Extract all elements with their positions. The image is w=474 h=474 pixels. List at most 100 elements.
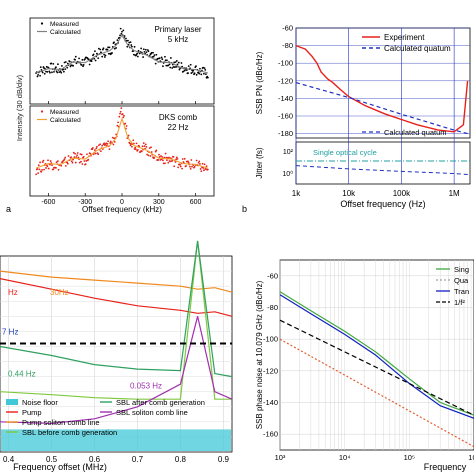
chart-a-measured-point — [116, 124, 119, 127]
chart-a-measured-point — [130, 143, 133, 145]
chart-b-jitter-legend-entry: Single optical cycle — [313, 148, 377, 157]
chart-a-measured-point — [131, 45, 133, 48]
chart-b-x-tick-label: 1k — [292, 189, 301, 198]
chart-b-ylabel: SSB PN (dBc/Hz) — [255, 51, 264, 114]
chart-a-measured-point — [112, 143, 115, 146]
chart-c-xlabel: Frequency offset (MHz) — [13, 462, 107, 472]
chart-a-measured-point — [74, 55, 77, 58]
chart-a-measured-point — [198, 72, 201, 75]
chart-a-measured-point — [125, 37, 127, 40]
chart-a-measured-point — [76, 152, 79, 154]
chart-a-measured-point — [88, 63, 91, 66]
chart-d-series-tran — [279, 294, 474, 419]
chart-a-measured-point — [97, 144, 100, 147]
chart-a-measured-point — [152, 51, 154, 54]
chart-a-measured-point — [166, 159, 168, 162]
chart-a-measured-point — [179, 165, 182, 168]
chart-c-annotation: 30Hz — [50, 288, 69, 297]
chart-a-measured-point — [200, 170, 203, 173]
chart-a-measured-point — [66, 66, 69, 69]
chart-a-measured-point — [176, 63, 179, 66]
chart-a-measured-point — [195, 65, 197, 68]
chart-d-x-tick-label: 10³ — [275, 453, 286, 462]
chart-a-measured-point — [158, 57, 161, 60]
chart-a-measured-point — [42, 159, 45, 162]
chart-d-xlabel: Frequency — [424, 462, 467, 472]
chart-a-measured-point — [81, 58, 84, 61]
chart-d-series-sing — [279, 291, 474, 416]
chart-a-measured-point — [96, 145, 98, 148]
chart-b-jitter-frame — [295, 141, 471, 185]
chart-a-annotation: DKS comb — [159, 113, 198, 122]
chart-a-measured-point — [60, 164, 63, 167]
chart-a-measured-point — [119, 112, 121, 115]
chart-a-measured-point — [56, 71, 59, 74]
chart-a-measured-point — [83, 160, 86, 162]
chart-a-measured-point — [118, 115, 121, 118]
chart-a-measured-point — [130, 44, 133, 46]
chart-d-series-1-f — [279, 319, 474, 416]
chart-a-x-tick-label: -600 — [41, 199, 55, 206]
chart-a-measured-point — [55, 161, 58, 164]
chart-a-measured-point — [178, 68, 181, 71]
chart-a-measured-point — [109, 142, 112, 144]
chart-a-measured-point — [36, 75, 39, 78]
chart-a-measured-point — [89, 152, 92, 155]
chart-c-noise-floor — [1, 429, 231, 451]
chart-a-measured-point — [70, 160, 73, 163]
chart-d-y-tick-label: -160 — [263, 430, 278, 439]
chart-a-measured-point — [111, 52, 113, 54]
chart-a-measured-point — [191, 71, 194, 73]
chart-d-y-tick-label: -120 — [263, 366, 278, 375]
chart-c-series-pump-soliton-comb-line — [0, 270, 233, 293]
chart-a-x-tick-label: 600 — [190, 199, 202, 206]
chart-b-main-frame — [295, 27, 471, 139]
chart-a-measured-point — [147, 50, 150, 53]
chart-a-measured-point — [57, 160, 59, 163]
chart-a-measured-point — [38, 168, 41, 171]
chart-a-measured-point — [143, 145, 146, 148]
chart-a-measured-point — [43, 67, 45, 69]
chart-b-series-experiment — [295, 44, 469, 133]
chart-a-measured-point — [40, 68, 43, 71]
chart-a-measured-point — [150, 51, 153, 54]
chart-a-measured-point — [92, 53, 95, 56]
chart-a-measured-point — [182, 70, 185, 73]
chart-a-measured-point — [119, 34, 121, 37]
chart-a-measured-point — [162, 159, 164, 162]
chart-a-calculated-line — [35, 116, 209, 169]
chart-a-measured-point — [127, 134, 130, 137]
chart-a-measured-point — [158, 153, 160, 156]
chart-c-x-tick-label: 0.7 — [132, 455, 144, 464]
chart-a-measured-point — [53, 70, 55, 73]
chart-a-measured-point — [78, 161, 81, 164]
chart-a-measured-point — [74, 161, 77, 164]
chart-a-measured-point — [172, 66, 175, 68]
chart-a-measured-point — [76, 154, 78, 157]
chart-b-jitter-legend-entry: Calculated quatum — [384, 128, 447, 137]
chart-a-measured-point — [181, 158, 184, 160]
chart-a-measured-point — [169, 57, 172, 59]
chart-a-measured-point — [126, 45, 129, 48]
chart-a-measured-point — [55, 166, 57, 169]
chart-a-measured-point — [64, 156, 67, 159]
chart-a-measured-point — [51, 71, 53, 74]
chart-a-measured-point — [49, 160, 52, 162]
chart-a-measured-point — [175, 156, 178, 159]
chart-a-measured-point — [206, 168, 209, 171]
chart-a-measured-point — [165, 64, 168, 67]
chart-a-measured-point — [41, 168, 43, 171]
chart-a-measured-point — [66, 62, 69, 65]
chart-a-measured-point — [204, 68, 207, 71]
chart-a-measured-point — [82, 63, 85, 66]
chart-a-measured-point — [104, 54, 107, 57]
chart-c-legend-entry: Pump soliton comb line — [22, 418, 100, 427]
chart-a-measured-point — [108, 148, 111, 151]
chart-a-measured-point — [206, 76, 209, 79]
chart-a-measured-point — [189, 168, 192, 170]
chart-a-measured-point — [164, 152, 167, 155]
chart-a-measured-point — [203, 72, 205, 75]
chart-a-measured-point — [99, 143, 102, 146]
chart-a-measured-point — [95, 147, 98, 150]
chart-a-measured-point — [72, 151, 75, 154]
